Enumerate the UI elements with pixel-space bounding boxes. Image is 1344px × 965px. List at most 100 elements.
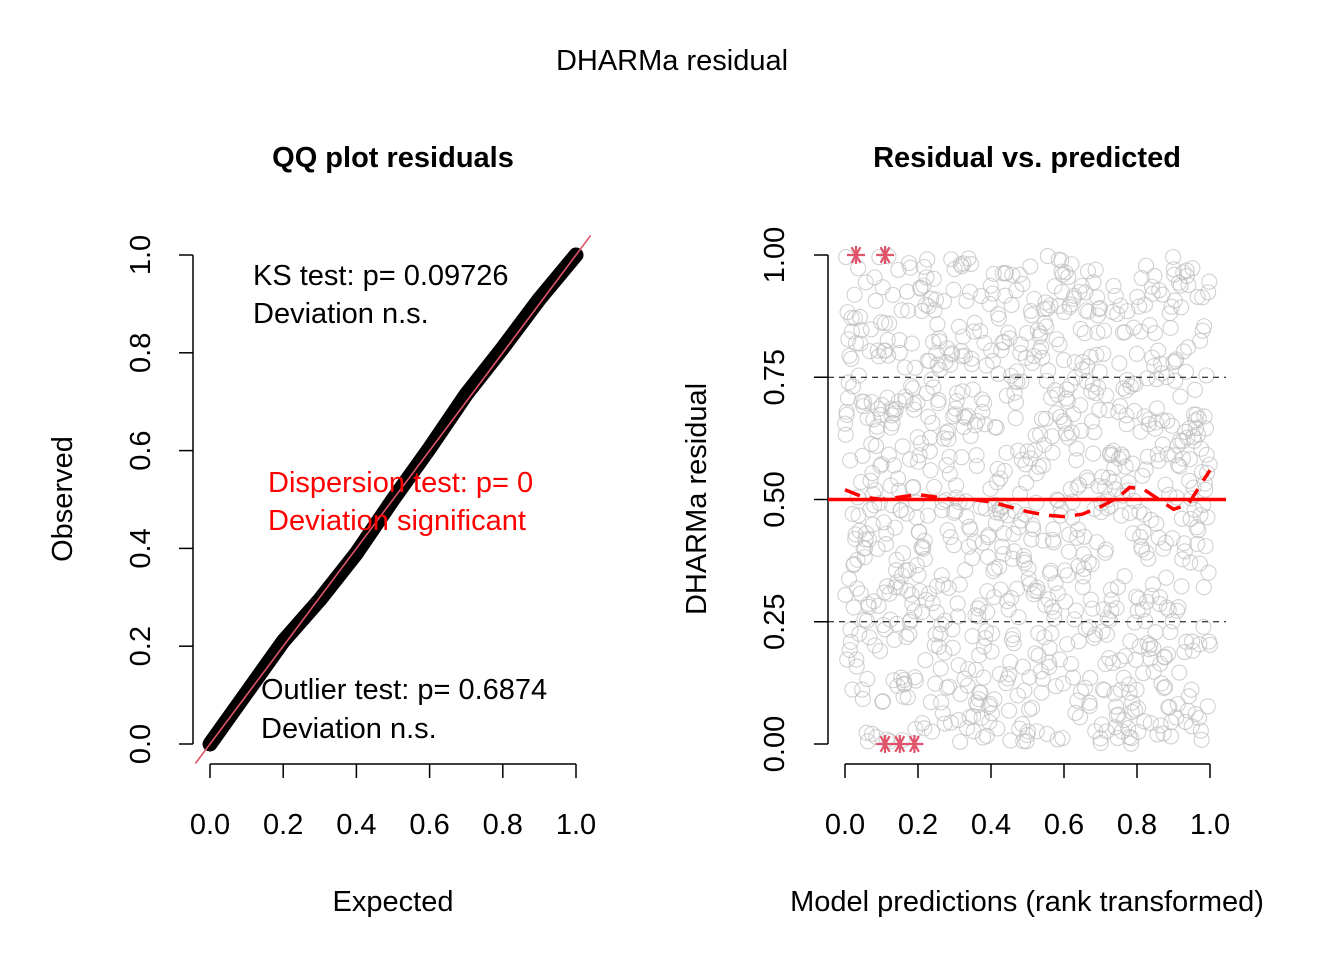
residual-x-tick-label: 0.6 [1044,809,1084,841]
residual-point [1077,284,1094,301]
residual-point [1112,297,1129,314]
residual-point [951,494,968,511]
residual-point [1091,300,1109,317]
residual-point [874,693,891,710]
residual-point [1179,429,1196,446]
residual-point [1022,450,1039,467]
residual-point [895,688,912,705]
residual-point [903,377,920,395]
residual-point [1162,624,1179,641]
residual-point [1191,636,1208,653]
residual-point [1099,610,1116,627]
residual-point [1127,651,1144,668]
residual-axes: 0.0 0.2 0.4 0.6 0.8 1.0 0.00 0.25 0.50 0.75 1.00 [759,227,1230,841]
residual-point [1058,381,1075,398]
residual-point [940,431,957,448]
residual-point [893,302,910,319]
residual-point [981,714,998,731]
residual-point [991,666,1008,683]
qq-x-tick-label: 0.0 [190,809,230,841]
residual-point [944,639,961,656]
residual-point [1018,474,1035,491]
residual-point [881,315,898,332]
residual-point [1024,354,1041,371]
outlier-deviation-text: Deviation n.s. [261,713,437,745]
residual-point [1199,464,1216,481]
residual-point [904,479,921,496]
residual-point [990,310,1007,327]
residual-point [1150,452,1167,469]
residual-point [964,550,981,567]
residual-point [899,689,916,706]
residual-point [1134,601,1151,618]
residual-point [876,314,893,332]
residual-point [854,447,871,464]
residual-point [933,616,950,633]
residual-point [848,651,865,668]
residual-point [1117,648,1134,665]
residual-point [1180,276,1197,293]
residual-point [1122,633,1139,650]
residual-point [1080,303,1097,320]
residual-point [1011,720,1028,737]
residual-point [915,540,932,557]
residual-point [1039,247,1056,265]
residual-point [1170,274,1187,291]
residual-point [1173,510,1190,527]
residual-point [1041,658,1058,676]
residual-point [976,416,993,433]
residual-point [886,631,903,648]
residual-point [901,451,919,468]
residual-point [1138,544,1155,561]
residual-point [971,647,988,664]
residual-point [864,516,881,533]
residual-point [1128,681,1145,698]
residual-point [840,331,857,348]
residual-point [1118,416,1135,433]
residual-point [887,519,904,536]
residual-point [1076,679,1094,696]
residual-point [1201,636,1219,653]
residual-point [1079,263,1097,280]
residual-point [1174,551,1191,568]
residual-point [1019,443,1036,460]
residual-point [917,296,934,313]
residual-point [968,457,985,475]
residual-point [938,424,955,441]
residual-point [1086,626,1103,643]
residual-point [1075,568,1092,585]
residual-point [952,733,969,750]
residual-point [1009,373,1026,390]
outlier-test-text: Outlier test: p= 0.6874 [261,674,547,706]
residual-point [872,642,889,659]
residual-point [1091,363,1108,380]
residual-point [948,393,965,410]
residual-point [851,522,868,539]
residual-point [897,392,914,409]
residual-point [983,643,1000,660]
residual-point [965,323,983,340]
residual-point [982,695,999,713]
residual-point [996,334,1013,351]
residual-point [918,269,935,286]
residual-point [1007,394,1025,411]
residual-point [1143,511,1160,529]
residual-point [1068,440,1085,457]
residual-point [1146,325,1163,342]
qq-y-tick-label: 0.6 [125,430,157,470]
qq-point [532,292,547,307]
residual-point [1111,355,1128,372]
residual-point [1002,732,1019,749]
residual-point [859,409,876,426]
residual-point [1136,296,1154,313]
outlier-star [876,246,895,264]
residual-point [979,548,996,566]
residual-point [1019,723,1037,740]
residual-point [865,593,882,610]
residual-point [1190,522,1207,539]
residual-point [928,604,945,621]
residual-point [975,729,992,746]
residual-point [1051,651,1068,668]
residual-point [1068,529,1086,546]
